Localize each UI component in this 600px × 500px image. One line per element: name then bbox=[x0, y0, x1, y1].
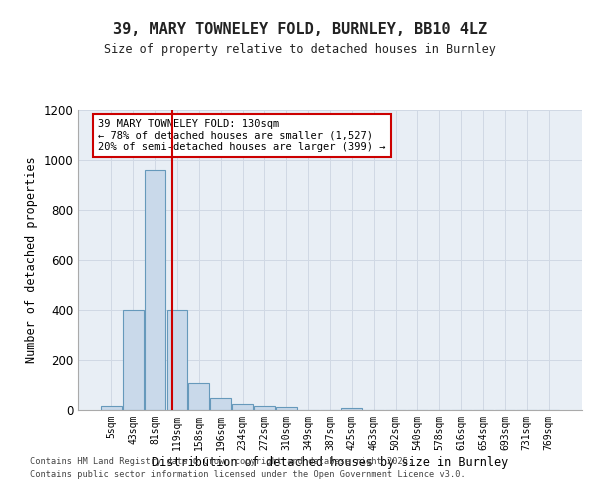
X-axis label: Distribution of detached houses by size in Burnley: Distribution of detached houses by size … bbox=[152, 456, 508, 468]
Y-axis label: Number of detached properties: Number of detached properties bbox=[25, 156, 38, 364]
Bar bbox=[210, 398, 231, 410]
Bar bbox=[167, 310, 187, 410]
Bar bbox=[232, 404, 253, 410]
Text: 39, MARY TOWNELEY FOLD, BURNLEY, BB10 4LZ: 39, MARY TOWNELEY FOLD, BURNLEY, BB10 4L… bbox=[113, 22, 487, 38]
Text: Contains public sector information licensed under the Open Government Licence v3: Contains public sector information licen… bbox=[30, 470, 466, 479]
Text: Size of property relative to detached houses in Burnley: Size of property relative to detached ho… bbox=[104, 42, 496, 56]
Bar bbox=[341, 408, 362, 410]
Text: 39 MARY TOWNELEY FOLD: 130sqm
← 78% of detached houses are smaller (1,527)
20% o: 39 MARY TOWNELEY FOLD: 130sqm ← 78% of d… bbox=[98, 119, 386, 152]
Bar bbox=[123, 310, 143, 410]
Bar bbox=[188, 382, 209, 410]
Bar bbox=[145, 170, 166, 410]
Bar bbox=[254, 406, 275, 410]
Bar bbox=[276, 407, 296, 410]
Text: Contains HM Land Registry data © Crown copyright and database right 2025.: Contains HM Land Registry data © Crown c… bbox=[30, 458, 413, 466]
Bar bbox=[101, 406, 122, 410]
